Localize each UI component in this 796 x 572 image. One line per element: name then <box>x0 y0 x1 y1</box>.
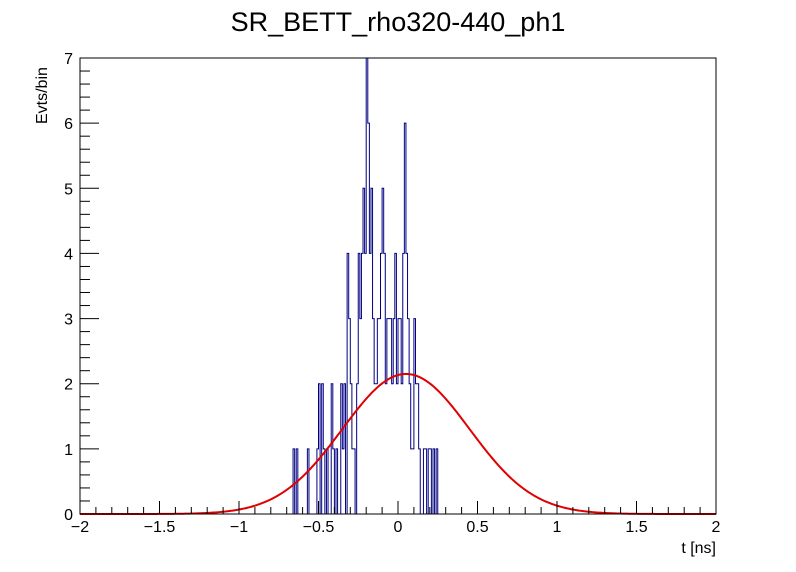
y-tick-label: 5 <box>64 181 73 198</box>
x-axis-title: t [ns] <box>681 540 716 557</box>
x-tick-label: −0.5 <box>303 519 335 536</box>
y-tick-label: 0 <box>64 507 73 524</box>
x-axis: −2 −1.5 −1 −0.5 0 0.5 1 1.5 2 <box>71 501 721 536</box>
chart-title: SR_BETT_rho320-440_ph1 <box>231 7 566 37</box>
y-tick-label: 1 <box>64 442 73 459</box>
y-tick-label: 7 <box>64 51 73 68</box>
x-tick-label: −1.5 <box>144 519 176 536</box>
x-tick-label: 2 <box>712 519 721 536</box>
x-tick-label: 0.5 <box>466 519 488 536</box>
x-tick-label: 1 <box>553 519 562 536</box>
y-tick-label: 3 <box>64 312 73 329</box>
y-tick-label: 4 <box>64 246 73 263</box>
x-tick-label: −1 <box>230 519 248 536</box>
y-axis: 0 1 2 3 4 5 6 7 <box>64 51 99 524</box>
y-tick-label: 2 <box>64 377 73 394</box>
y-axis-title: Evts/bin <box>34 67 51 124</box>
y-tick-label: 6 <box>64 116 73 133</box>
x-tick-label: 0 <box>394 519 403 536</box>
x-tick-label: 1.5 <box>625 519 647 536</box>
x-tick-label: −2 <box>71 519 89 536</box>
